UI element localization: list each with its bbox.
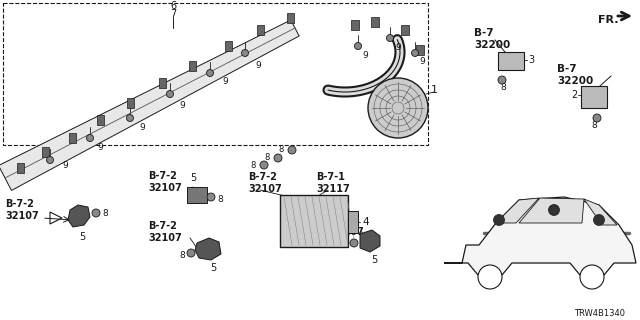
Text: B-7
32200: B-7 32200 bbox=[474, 28, 510, 50]
FancyBboxPatch shape bbox=[187, 187, 207, 203]
FancyBboxPatch shape bbox=[257, 25, 264, 35]
Circle shape bbox=[207, 69, 214, 76]
Text: TRW4B1340: TRW4B1340 bbox=[575, 309, 625, 318]
Text: B-7-1
32117: B-7-1 32117 bbox=[316, 172, 349, 194]
Circle shape bbox=[548, 204, 559, 215]
Text: 9: 9 bbox=[395, 44, 401, 52]
Polygon shape bbox=[444, 197, 636, 277]
Text: 9: 9 bbox=[139, 124, 145, 132]
Circle shape bbox=[387, 35, 394, 42]
FancyBboxPatch shape bbox=[127, 98, 134, 108]
FancyBboxPatch shape bbox=[97, 115, 104, 125]
Text: 8: 8 bbox=[102, 209, 108, 218]
Circle shape bbox=[498, 76, 506, 84]
Text: 5: 5 bbox=[210, 263, 216, 273]
FancyBboxPatch shape bbox=[42, 147, 49, 157]
Text: B-7-2
32107: B-7-2 32107 bbox=[5, 199, 39, 221]
Circle shape bbox=[288, 146, 296, 154]
Circle shape bbox=[593, 114, 601, 122]
Circle shape bbox=[478, 265, 502, 289]
Text: 4: 4 bbox=[362, 217, 369, 227]
FancyBboxPatch shape bbox=[68, 133, 76, 143]
Text: 8: 8 bbox=[500, 84, 506, 92]
Circle shape bbox=[350, 239, 358, 247]
Polygon shape bbox=[360, 230, 380, 252]
Circle shape bbox=[580, 265, 604, 289]
Text: 9: 9 bbox=[362, 51, 368, 60]
Circle shape bbox=[187, 249, 195, 257]
Text: B-7-2
32107: B-7-2 32107 bbox=[330, 215, 364, 237]
FancyBboxPatch shape bbox=[416, 45, 424, 55]
Polygon shape bbox=[584, 199, 617, 225]
Circle shape bbox=[260, 161, 268, 169]
Circle shape bbox=[207, 193, 215, 201]
Circle shape bbox=[493, 214, 504, 226]
Text: 3: 3 bbox=[528, 55, 534, 65]
Text: 9: 9 bbox=[62, 161, 68, 170]
Text: 5: 5 bbox=[371, 255, 377, 265]
FancyBboxPatch shape bbox=[17, 163, 24, 173]
Text: FR.: FR. bbox=[598, 15, 618, 25]
Polygon shape bbox=[519, 198, 584, 223]
Text: 8: 8 bbox=[179, 251, 185, 260]
Circle shape bbox=[127, 115, 134, 122]
Polygon shape bbox=[496, 198, 539, 223]
Text: 8: 8 bbox=[591, 122, 597, 131]
Text: 5: 5 bbox=[190, 173, 196, 183]
FancyBboxPatch shape bbox=[225, 41, 232, 51]
Text: B-7
32200: B-7 32200 bbox=[557, 64, 593, 85]
Circle shape bbox=[86, 134, 93, 141]
FancyBboxPatch shape bbox=[351, 20, 359, 30]
Text: 9: 9 bbox=[179, 100, 185, 109]
FancyBboxPatch shape bbox=[189, 61, 195, 71]
Circle shape bbox=[412, 50, 419, 57]
Circle shape bbox=[368, 78, 428, 138]
Text: B-7-2
32107: B-7-2 32107 bbox=[148, 221, 182, 243]
FancyBboxPatch shape bbox=[348, 211, 358, 233]
Polygon shape bbox=[0, 20, 299, 190]
Circle shape bbox=[92, 209, 100, 217]
Circle shape bbox=[355, 43, 362, 50]
FancyBboxPatch shape bbox=[280, 195, 348, 247]
Text: 8: 8 bbox=[278, 146, 284, 155]
Circle shape bbox=[47, 156, 54, 164]
Circle shape bbox=[241, 50, 248, 57]
Circle shape bbox=[166, 91, 173, 98]
Text: 9: 9 bbox=[419, 58, 425, 67]
Polygon shape bbox=[498, 52, 524, 70]
Text: B-7-2
32107: B-7-2 32107 bbox=[148, 171, 182, 193]
Text: 8: 8 bbox=[342, 241, 348, 250]
Text: 8: 8 bbox=[217, 195, 223, 204]
Text: 6: 6 bbox=[170, 1, 176, 11]
FancyBboxPatch shape bbox=[159, 78, 166, 88]
Text: 5: 5 bbox=[79, 232, 85, 242]
FancyBboxPatch shape bbox=[287, 13, 294, 23]
Text: 9: 9 bbox=[222, 77, 228, 86]
FancyBboxPatch shape bbox=[371, 17, 379, 27]
Text: 2: 2 bbox=[571, 90, 577, 100]
Circle shape bbox=[274, 154, 282, 162]
Text: 8: 8 bbox=[251, 161, 256, 170]
FancyBboxPatch shape bbox=[401, 25, 409, 35]
Text: 7: 7 bbox=[170, 9, 176, 19]
Polygon shape bbox=[195, 238, 221, 260]
Text: 8: 8 bbox=[264, 154, 270, 163]
Polygon shape bbox=[68, 205, 90, 227]
Circle shape bbox=[593, 214, 605, 226]
Text: 9: 9 bbox=[97, 143, 103, 153]
Text: 9: 9 bbox=[255, 60, 261, 69]
Text: B-7-2
32107: B-7-2 32107 bbox=[248, 172, 282, 194]
Text: 1: 1 bbox=[431, 85, 438, 95]
Polygon shape bbox=[581, 86, 607, 108]
